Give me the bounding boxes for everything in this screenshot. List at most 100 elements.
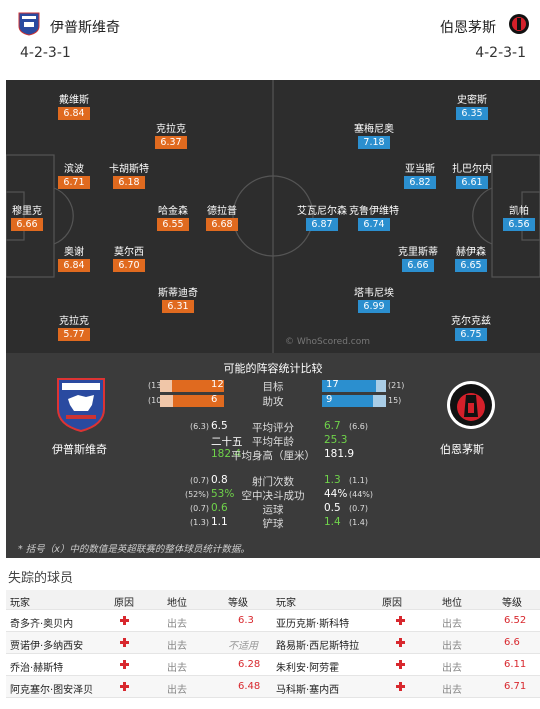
away-player-11[interactable]: 克尔克兹 6.75 (451, 315, 491, 341)
home-player-1[interactable]: 戴维斯 6.84 (58, 94, 90, 120)
away-stat-value: 6.7 (324, 420, 341, 432)
home-player-9[interactable]: 莫尔西 6.70 (113, 246, 145, 272)
home-team-name[interactable]: 伊普斯维奇 (50, 20, 120, 36)
home-player-4[interactable]: 卡胡斯特 6.18 (109, 163, 149, 189)
player-rating: 6.61 (456, 176, 488, 189)
player-name: 克拉克 (59, 316, 89, 327)
home-bar-track (160, 395, 224, 407)
home-season-value: (13 (148, 381, 162, 390)
away-season-value: (21) (388, 381, 405, 390)
col-reason: 原因 (114, 598, 134, 609)
bournemouth-crest-icon (509, 14, 529, 34)
player-rating: 6.70 (113, 259, 145, 272)
away-stat-value: 1.3 (324, 474, 341, 486)
away-player-6[interactable]: 克鲁伊维特 6.74 (349, 205, 399, 231)
stat-label: 平均评分 (252, 422, 294, 434)
away-player-7[interactable]: 凯帕 6.56 (503, 205, 535, 231)
stat-label: 射门次数 (252, 476, 294, 488)
home-stat-season: (1.3) (190, 518, 209, 527)
player-name: 亚当斯 (405, 164, 435, 175)
player-name: 克拉克 (156, 124, 186, 135)
away-player-5[interactable]: 艾瓦尼尔森 6.87 (297, 205, 347, 231)
missing-players-title: 失踪的球员 (8, 571, 74, 586)
away-player-9[interactable]: 赫伊森 6.65 (455, 246, 487, 272)
home-player-3[interactable]: 滨波 6.71 (58, 163, 90, 189)
player-name: 斯蒂迪奇 (158, 288, 198, 299)
bar-label: 目标 (262, 381, 284, 393)
stat-label: 铲球 (262, 518, 284, 530)
home-stat-value: 6.5 (211, 420, 228, 432)
col-reason: 原因 (382, 598, 402, 609)
player-rating: 6.35 (456, 107, 488, 120)
col-rating: 等级 (228, 598, 248, 609)
player-name: 凯帕 (509, 206, 529, 217)
injury-cross-icon (120, 638, 129, 647)
home-player-7[interactable]: 德拉普 6.68 (206, 205, 238, 231)
missing-players-table: 玩家 原因 地位 等级 玩家 原因 地位 等级 奇多齐·奥贝内 出去 6.3 亚历克斯… (6, 590, 540, 698)
player-name: 莫尔西 (114, 247, 144, 258)
player-rating: 6.31 (162, 300, 194, 313)
away-stat-season: (0.7) (349, 504, 368, 513)
player-rating: 6.18 (113, 176, 145, 189)
player-rating: 6.84 (58, 259, 90, 272)
away-player-4[interactable]: 扎巴尔内 6.61 (452, 163, 492, 189)
away-player-3[interactable]: 亚当斯 6.82 (404, 163, 436, 189)
missing-player-name[interactable]: 贾诺伊·多纳西安 (10, 641, 84, 652)
missing-player-name[interactable]: 亚历克斯·斯科特 (276, 619, 350, 630)
missing-player-name[interactable]: 奇多齐·奥贝内 (10, 619, 74, 630)
away-stat-season: (6.6) (349, 422, 368, 431)
home-stat-value: 1.1 (211, 516, 228, 528)
away-player-2[interactable]: 塞梅尼奥 7.18 (354, 123, 394, 149)
home-stat-value: 0.8 (211, 474, 228, 486)
away-bar-track (322, 395, 386, 407)
home-bar-value: 12 (211, 379, 224, 390)
missing-status: 出去 (442, 641, 462, 652)
missing-status: 出去 (167, 663, 187, 674)
home-bar-track (160, 380, 224, 392)
missing-player-name[interactable]: 乔治·赫斯特 (10, 663, 64, 674)
player-rating: 6.37 (155, 136, 187, 149)
missing-player-name[interactable]: 马科斯·塞内西 (276, 685, 340, 696)
player-name: 奥谢 (64, 247, 84, 258)
home-player-5[interactable]: 穆里克 6.66 (11, 205, 43, 231)
home-player-11[interactable]: 克拉克 5.77 (58, 315, 90, 341)
home-player-2[interactable]: 克拉克 6.37 (155, 123, 187, 149)
missing-rating: 6.11 (504, 659, 527, 670)
lineup-pitch: 戴维斯 6.84 克拉克 6.37 滨波 6.71 卡胡斯特 6.18 穆里克 … (6, 80, 540, 353)
missing-rating: 不适用 (228, 641, 258, 652)
home-bar-fill (173, 395, 224, 407)
home-player-10[interactable]: 斯蒂迪奇 6.31 (158, 287, 198, 313)
missing-player-name[interactable]: 朱利安·阿劳霍 (276, 663, 340, 674)
missing-status: 出去 (167, 619, 187, 630)
player-name: 赫伊森 (456, 247, 486, 258)
away-team-name[interactable]: 伯恩茅斯 (440, 20, 496, 36)
player-name: 克鲁伊维特 (349, 206, 399, 217)
missing-status: 出去 (442, 619, 462, 630)
home-team-label: 伊普斯维奇 (52, 443, 107, 456)
home-player-8[interactable]: 奥谢 6.84 (58, 246, 90, 272)
table-header: 玩家 原因 地位 等级 玩家 原因 地位 等级 (6, 590, 540, 610)
away-player-8[interactable]: 克里斯蒂 6.66 (398, 246, 438, 272)
player-rating: 6.68 (206, 218, 238, 231)
table-row: 乔治·赫斯特 出去 6.28 朱利安·阿劳霍 出去 6.11 (6, 654, 540, 676)
player-rating: 6.99 (358, 300, 390, 313)
table-row: 阿克塞尔·图安泽贝 出去 6.48 马科斯·塞内西 出去 6.71 (6, 676, 540, 698)
player-name: 艾瓦尼尔森 (297, 206, 347, 217)
away-player-1[interactable]: 史密斯 6.35 (456, 94, 488, 120)
missing-player-name[interactable]: 阿克塞尔·图安泽贝 (10, 685, 94, 696)
away-player-10[interactable]: 塔韦尼埃 6.99 (354, 287, 394, 313)
away-bar-fill (322, 380, 376, 392)
home-player-6[interactable]: 哈金森 6.55 (157, 205, 189, 231)
player-name: 塞梅尼奥 (354, 124, 394, 135)
player-rating: 6.71 (58, 176, 90, 189)
away-bar-value: 17 (326, 379, 339, 390)
missing-status: 出去 (167, 641, 187, 652)
player-rating: 6.87 (306, 218, 338, 231)
home-stat-value: 53% (211, 488, 235, 500)
away-stat-value: 25.3 (324, 434, 348, 446)
missing-player-name[interactable]: 路易斯·西尼斯特拉 (276, 641, 360, 652)
whoscored-watermark: © WhoScored.com (285, 337, 370, 347)
injury-cross-icon (120, 660, 129, 669)
player-name: 滨波 (64, 164, 84, 175)
home-bar-value: 6 (211, 394, 218, 405)
